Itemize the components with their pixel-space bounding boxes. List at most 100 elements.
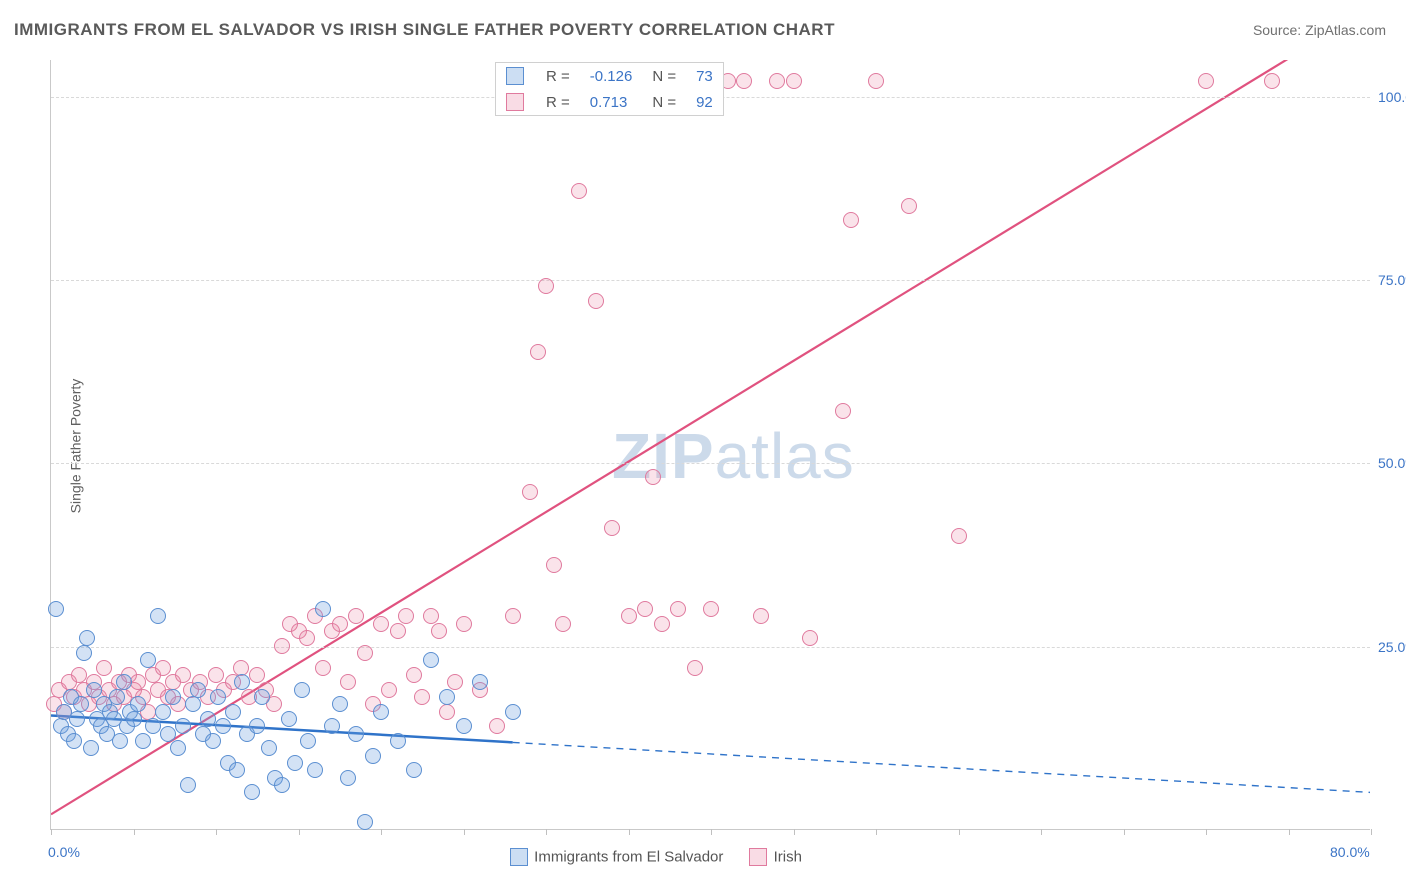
pink-point [786,73,802,89]
r-value: -0.126 [580,63,643,89]
blue-point [160,726,176,742]
y-tick-label: 100.0% [1378,89,1406,105]
pink-point [588,293,604,309]
stats-row: R =-0.126N =73 [496,63,723,89]
x-tick [959,829,960,835]
blue-point [210,689,226,705]
blue-point [170,740,186,756]
blue-point [140,652,156,668]
pink-point [637,601,653,617]
blue-point [261,740,277,756]
pink-point [406,667,422,683]
x-tick [381,829,382,835]
blue-trend-line-extrapolated [513,742,1370,792]
trend-lines-layer [51,60,1370,829]
blue-point [112,733,128,749]
pink-point [835,403,851,419]
source-attribution: Source: ZipAtlas.com [1253,22,1386,38]
r-value: 0.713 [580,89,643,115]
legend-item: Immigrants from El Salvador [510,848,723,865]
pink-point [505,608,521,624]
blue-point [472,674,488,690]
blue-point [79,630,95,646]
blue-point [69,711,85,727]
pink-point [736,73,752,89]
x-tick-label-right: 80.0% [1330,844,1370,860]
y-tick-label: 25.0% [1378,639,1406,655]
pink-point [71,667,87,683]
blue-point [86,682,102,698]
chart-title: IMMIGRANTS FROM EL SALVADOR VS IRISH SIN… [14,20,835,40]
pink-point [489,718,505,734]
blue-point [307,762,323,778]
blue-point [73,696,89,712]
x-tick [464,829,465,835]
blue-point [234,674,250,690]
x-tick [1206,829,1207,835]
blue-point [116,674,132,690]
blue-point [109,689,125,705]
pink-point [332,616,348,632]
blue-point [200,711,216,727]
pink-point [654,616,670,632]
pink-point [538,278,554,294]
pink-point [274,638,290,654]
pink-point [951,528,967,544]
x-tick [51,829,52,835]
pink-point [555,616,571,632]
pink-point [604,520,620,536]
pink-point [340,674,356,690]
pink-point [155,660,171,676]
x-tick [629,829,630,835]
blue-point [294,682,310,698]
pink-point [414,689,430,705]
legend-label: Immigrants from El Salvador [534,849,723,866]
pink-point [868,73,884,89]
x-tick [216,829,217,835]
pink-point [431,623,447,639]
pink-point [208,667,224,683]
pink-point [753,608,769,624]
x-tick [1041,829,1042,835]
x-tick [711,829,712,835]
blue-point [229,762,245,778]
blue-point [324,718,340,734]
blue-point [145,718,161,734]
x-tick [1289,829,1290,835]
blue-point [76,645,92,661]
blue-point [185,696,201,712]
pink-point [456,616,472,632]
pink-point [357,645,373,661]
blue-point [340,770,356,786]
blue-point [357,814,373,830]
pink-point [249,667,265,683]
blue-point [249,718,265,734]
pink-point [546,557,562,573]
blue-point [66,733,82,749]
stats-row: R =0.713N =92 [496,89,723,115]
blue-point [439,689,455,705]
pink-point [447,674,463,690]
pink-point [381,682,397,698]
blue-point [373,704,389,720]
y-tick-label: 50.0% [1378,455,1406,471]
pink-point [348,608,364,624]
pink-point [769,73,785,89]
pink-point [373,616,389,632]
pink-point [802,630,818,646]
x-tick [876,829,877,835]
blue-point [48,601,64,617]
pink-point [645,469,661,485]
pink-point [687,660,703,676]
blue-point [456,718,472,734]
blue-point [505,704,521,720]
source-label: Source: [1253,22,1305,38]
blue-point [83,740,99,756]
n-label: N = [642,63,686,89]
blue-point [175,718,191,734]
pink-point [522,484,538,500]
x-tick [546,829,547,835]
n-label: N = [642,89,686,115]
pink-point [423,608,439,624]
blue-point [423,652,439,668]
